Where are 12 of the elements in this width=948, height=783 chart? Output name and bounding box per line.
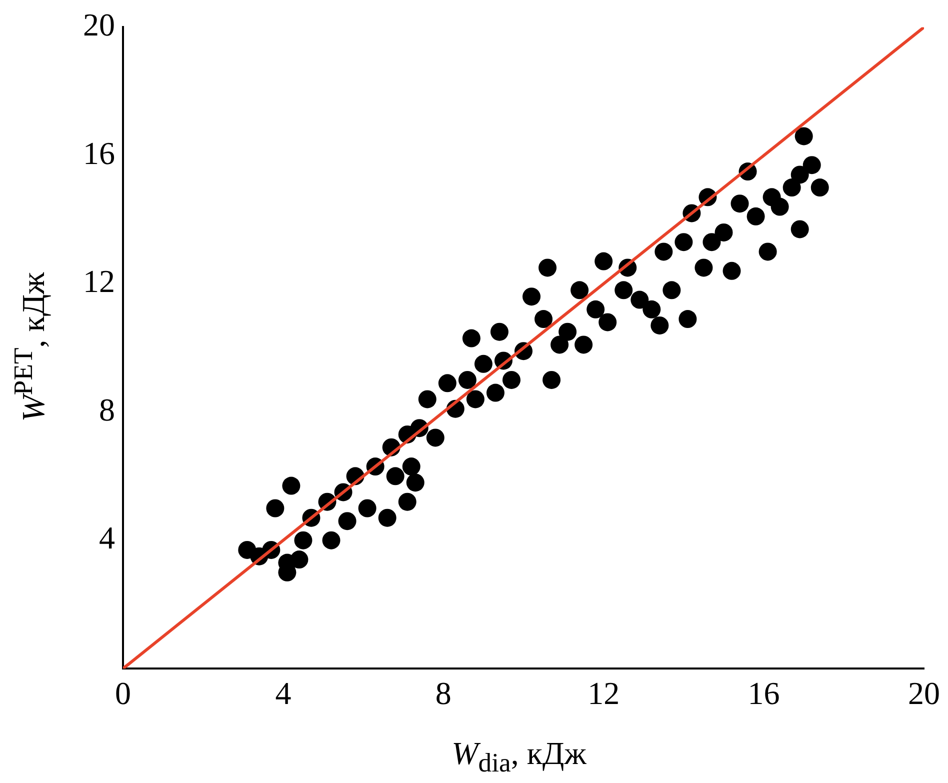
x-tick-label: 8 — [435, 675, 452, 712]
x-tick-label: 16 — [748, 675, 780, 712]
x-tick-label: 4 — [275, 675, 292, 712]
y-tick-label: 16 — [83, 134, 115, 171]
x-tick-label: 0 — [115, 675, 131, 712]
y-tick-label: 4 — [99, 520, 115, 556]
x-tick-label: 12 — [588, 675, 620, 712]
x-axis-title: W$_{dia}$, кДж — [452, 735, 586, 778]
y-tick-label: 20 — [83, 6, 115, 43]
y-tick-label: 12 — [83, 263, 115, 300]
y-tick-label: 8 — [99, 391, 115, 428]
x-tick-label: 20 — [908, 675, 940, 712]
